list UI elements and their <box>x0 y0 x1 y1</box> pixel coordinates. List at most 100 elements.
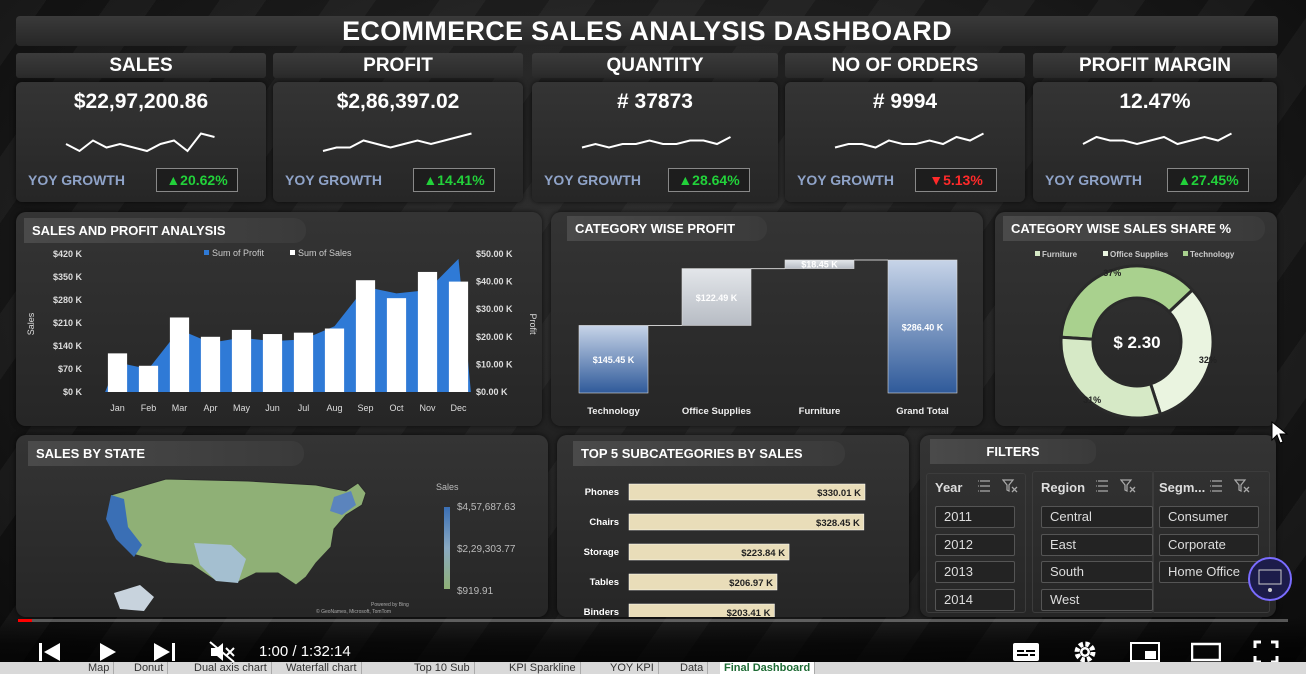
sales-bar <box>293 332 314 392</box>
kpi-card: 12.47% YOY GROWTH ▲27.45% <box>1033 82 1277 202</box>
clear-filter-icon[interactable] <box>1002 478 1020 494</box>
mute-icon[interactable] <box>208 640 236 664</box>
sales-share-panel: CATEGORY WISE SALES SHARE % 37% 32% 31% $ 2… <box>995 212 1277 426</box>
y-right-label: Profit <box>528 313 538 335</box>
clear-filter-icon[interactable] <box>1120 478 1138 494</box>
kpi-value: $2,86,397.02 <box>336 90 460 113</box>
subcategory-bar <box>628 513 865 531</box>
kpi-header: PROFIT <box>273 53 523 78</box>
slicer-year <box>926 473 1026 613</box>
y-left-tick: $280 K <box>53 295 83 305</box>
filter-region-option[interactable]: West <box>1041 588 1153 611</box>
next-icon[interactable] <box>152 641 176 663</box>
x-tick: Apr <box>203 403 217 413</box>
section-title: CATEGORY WISE PROFIT <box>567 216 767 241</box>
sales-bar <box>138 365 159 392</box>
yoy-growth-badge: ▼5.13% <box>915 168 997 192</box>
donut-slice <box>1059 335 1163 420</box>
y-left-tick: $420 K <box>53 249 83 259</box>
kpi-sparkline <box>322 132 472 152</box>
sheet-tab[interactable]: Top 10 Sub <box>410 662 475 674</box>
kpi-card: $22,97,200.86 YOY GROWTH ▲20.62% <box>16 82 266 202</box>
legend-swatch <box>1035 251 1040 256</box>
previous-icon[interactable] <box>38 641 62 663</box>
multi-select-icon[interactable] <box>1096 478 1146 494</box>
channel-watermark-icon[interactable] <box>1247 556 1293 602</box>
y-left-label: Sales <box>26 312 36 335</box>
filter-year-option[interactable]: 2014 <box>935 588 1015 611</box>
new-york-shape <box>330 491 356 515</box>
filter-year-option[interactable]: 2012 <box>935 533 1015 556</box>
filter-segment-option[interactable]: Consumer <box>1159 506 1259 528</box>
filter-year-option[interactable]: 2011 <box>935 506 1015 528</box>
data-label: $145.45 K <box>593 355 635 365</box>
sheet-tab[interactable]: Donut <box>130 662 169 674</box>
multi-select-icon[interactable] <box>1210 478 1260 494</box>
yoy-label: YOY GROWTH <box>1045 172 1142 188</box>
slice-label: 31% <box>1083 395 1101 405</box>
kpi-header: SALES <box>16 53 266 78</box>
sheet-tab[interactable]: Final Dashboard <box>720 662 816 674</box>
miniplayer-icon[interactable] <box>1130 641 1160 663</box>
sales-bar <box>107 353 128 392</box>
kpi-sparkline <box>65 132 215 153</box>
legend-item: Sum of Profit <box>212 248 265 258</box>
us-map: Sales $4,57,687.63 $2,29,303.77 $919.91 … <box>106 478 516 615</box>
kpi-sparkline <box>834 132 984 149</box>
play-icon[interactable] <box>97 641 119 663</box>
map-legend-min: $919.91 <box>457 586 494 597</box>
progress-bar[interactable] <box>18 619 1288 622</box>
legend-item: Furniture <box>1042 250 1078 259</box>
legend-swatch <box>1103 251 1108 256</box>
yoy-label: YOY GROWTH <box>285 172 382 188</box>
waterfall-bar <box>784 259 855 269</box>
data-label: $206.97 K <box>729 578 773 589</box>
data-label: $330.01 K <box>817 488 861 499</box>
waterfall-bar <box>681 268 752 326</box>
kpi-sparkline <box>581 136 731 149</box>
filter-region-option[interactable]: East <box>1041 533 1153 556</box>
x-tick: Oct <box>389 403 404 413</box>
sheet-tab[interactable]: KPI Sparkline <box>505 662 581 674</box>
sales-bar <box>448 281 469 392</box>
x-tick: Aug <box>326 403 342 413</box>
sales-profit-panel: SALES AND PROFIT ANALYSIS $0 K $70 K $140 … <box>16 212 542 426</box>
subtitles-icon[interactable] <box>1012 641 1040 663</box>
yoy-label: YOY GROWTH <box>797 172 894 188</box>
kpi-sparkline <box>1082 132 1232 146</box>
donut-center-value: $ 2.30 <box>1113 333 1160 352</box>
y-left-tick: $70 K <box>58 364 83 374</box>
settings-gear-icon[interactable] <box>1072 639 1098 665</box>
kpi-card: $2,86,397.02 YOY GROWTH ▲14.41% <box>273 82 523 202</box>
data-label: $122.49 K <box>696 293 738 303</box>
legend-swatch <box>290 250 295 255</box>
sheet-tab[interactable]: Data <box>676 662 709 674</box>
filter-segment-label: Segm... <box>1159 480 1206 495</box>
theater-mode-icon[interactable] <box>1191 641 1221 663</box>
multi-select-icon[interactable] <box>978 478 1028 494</box>
kpi-header: PROFIT MARGIN <box>1033 53 1277 78</box>
sheet-tab[interactable]: Map <box>84 662 115 674</box>
sheet-tab[interactable]: Waterfall chart <box>282 662 362 674</box>
filter-year-label: Year <box>935 480 963 495</box>
mouse-cursor-icon <box>1271 420 1289 444</box>
kpi-value: $22,97,200.86 <box>73 90 209 113</box>
slice-label: 37% <box>1103 268 1121 278</box>
filter-region-option[interactable]: Central <box>1041 506 1153 528</box>
category-profit-panel: CATEGORY WISE PROFIT $145.45 K Technology… <box>551 212 983 426</box>
filter-year-option[interactable]: 2013 <box>935 561 1015 583</box>
filter-segment-option[interactable]: Corporate <box>1159 533 1259 556</box>
sheet-tab[interactable]: YOY KPI <box>606 662 659 674</box>
section-title: SALES AND PROFIT ANALYSIS <box>24 218 306 243</box>
data-label: $203.41 K <box>727 608 771 617</box>
sheet-tab[interactable]: Dual axis chart <box>190 662 272 674</box>
filter-region-option[interactable]: South <box>1041 561 1153 583</box>
yoy-growth-badge: ▲28.64% <box>668 168 750 192</box>
data-label: $286.40 K <box>902 323 944 333</box>
fullscreen-icon[interactable] <box>1253 640 1279 664</box>
subcategory-bar <box>628 543 790 561</box>
y-tick: Binders <box>584 607 619 617</box>
clear-filter-icon[interactable] <box>1234 478 1252 494</box>
filter-segment-option[interactable]: Home Office <box>1159 561 1259 583</box>
map-legend-title: Sales <box>436 482 459 492</box>
